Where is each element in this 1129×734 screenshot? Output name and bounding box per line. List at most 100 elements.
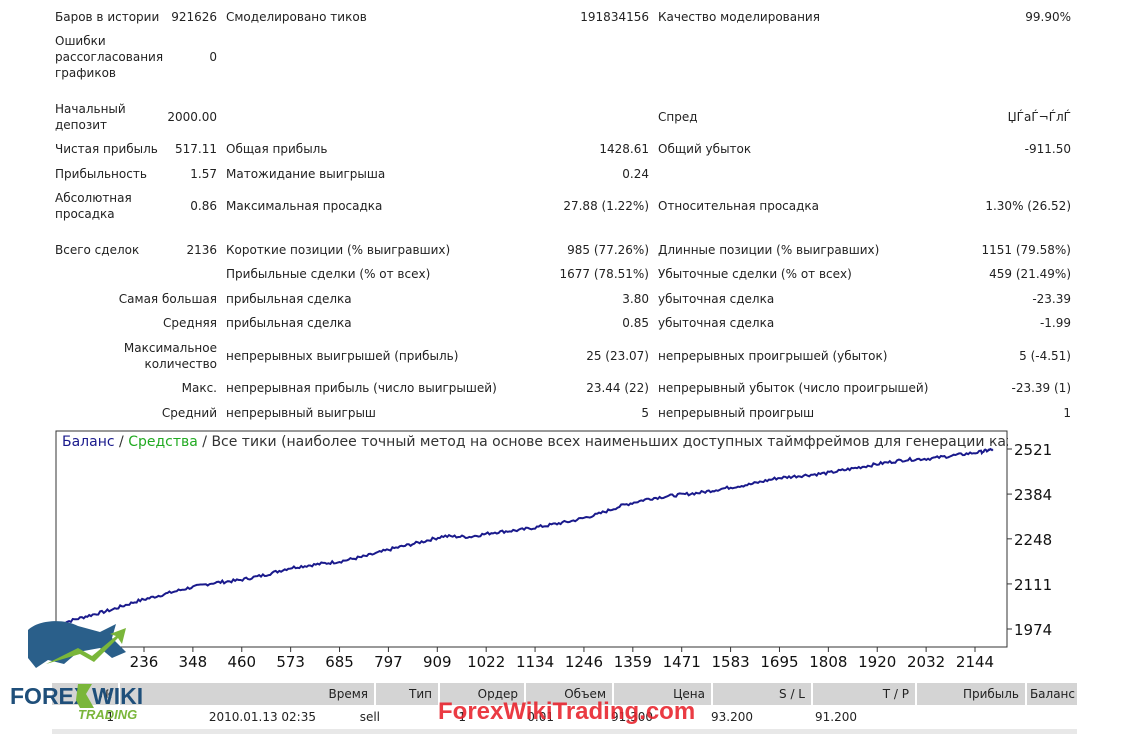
- average-loss-value: -1.99: [1039, 316, 1071, 330]
- chart-title: Баланс / Средства / Все тики (наиболее т…: [62, 434, 1008, 450]
- bull-bear-icon: [28, 621, 126, 668]
- x-tick-label: 2144: [956, 653, 994, 671]
- cell-type: sell: [359, 710, 380, 724]
- abs-drawdown-value: 0.86: [190, 199, 217, 213]
- bars-value: 921626: [171, 10, 217, 24]
- cell-number: 1: [106, 710, 114, 724]
- spread-value: ЏЃаЃ¬ЃлЃ: [1007, 110, 1071, 124]
- x-axis-labels: 236 348 460 573 685 797 909 1022 1134 1246 1359 147…: [130, 653, 994, 671]
- max-count-label: Максимальное количество: [123, 341, 217, 371]
- col-header-profit[interactable]: Прибыль: [917, 683, 1027, 705]
- chart-grid: [143, 448, 1012, 652]
- col-header-order[interactable]: Ордер: [440, 683, 526, 705]
- col-header-tp[interactable]: T / P: [813, 683, 917, 705]
- x-tick-label: 1583: [711, 653, 749, 671]
- deposit-value: 2000.00: [167, 110, 217, 124]
- largest-loss-value: -23.39: [1032, 292, 1071, 306]
- y-axis-labels: 2521 2384 2248 2111 1974: [1014, 441, 1052, 639]
- chart-title-equity: Средства: [128, 434, 198, 450]
- gross-profit-label: Общая прибыль: [226, 142, 328, 156]
- max-consec-wins-label: непрерывных выигрышей (прибыль): [226, 349, 459, 363]
- profit-trades-value: 1677 (78.51%): [559, 267, 649, 281]
- cell-sl: 93.200: [711, 710, 753, 724]
- ticks-label: Смоделировано тиков: [226, 10, 367, 24]
- x-tick-label: 1134: [516, 653, 554, 671]
- short-positions-value: 985 (77.26%): [567, 243, 649, 257]
- col-header-balance[interactable]: Баланс: [1027, 683, 1077, 705]
- spread-label: Спред: [658, 110, 698, 124]
- y-tick-label: 2248: [1014, 531, 1052, 549]
- short-positions-label: Короткие позиции (% выигравших): [226, 243, 451, 257]
- average-profit-label: прибыльная сделка: [226, 316, 352, 330]
- long-positions-label: Длинные позиции (% выигравших): [658, 243, 880, 257]
- x-tick-label: 460: [227, 653, 256, 671]
- quality-value: 99.90%: [1025, 10, 1071, 24]
- max-consec-loss-label: непрерывный убыток (число проигрышей): [658, 381, 929, 395]
- abs-drawdown-label: Абсолютная просадка: [55, 191, 132, 221]
- cell-tp: 91.200: [815, 710, 857, 724]
- balance-series-line: [59, 447, 994, 625]
- x-tick-label: 236: [130, 653, 159, 671]
- chart-title-rest: / Все тики (наиболее точный метод на осн…: [197, 434, 1008, 450]
- net-profit-value: 517.11: [175, 142, 217, 156]
- watermark-text: ForexWikiTrading.com: [438, 698, 696, 725]
- rel-drawdown-label: Относительная просадка: [658, 199, 820, 213]
- col-header-type[interactable]: Тип: [376, 683, 440, 705]
- gross-profit-value: 1428.61: [599, 142, 649, 156]
- y-tick-label: 2111: [1014, 576, 1052, 594]
- cell-profit: [863, 707, 973, 727]
- largest-label: Самая большая: [118, 292, 217, 306]
- largest-profit-label: прибыльная сделка: [226, 292, 352, 306]
- chart-plot-area: [55, 430, 1008, 648]
- cell-price: 91.300: [611, 710, 653, 724]
- ticks-value: 191834156: [580, 10, 649, 24]
- chart-title-sep: /: [114, 434, 129, 450]
- max-consec-loss-value: -23.39 (1): [1011, 381, 1072, 395]
- profit-factor-value: 1.57: [190, 167, 217, 181]
- avg-consec-losses-label: непрерывный проигрыш: [658, 406, 815, 420]
- chart-title-balance: Баланс: [62, 434, 115, 450]
- balance-chart: 2521 2384 2248 2111 1974 236 348 460 573 685 797 9…: [55, 430, 1052, 671]
- x-tick-label: 1246: [565, 653, 603, 671]
- avg-consec-label: Средний: [161, 406, 217, 420]
- profit-factor-label: Прибыльность: [55, 167, 147, 181]
- col-header-volume[interactable]: Объем: [526, 683, 614, 705]
- avg-consec-wins-label: непрерывный выигрыш: [226, 406, 376, 420]
- deposit-label: Начальный депозит: [55, 102, 126, 132]
- average-profit-value: 0.85: [622, 316, 649, 330]
- profit-trades-label: Прибыльные сделки (% от всех): [226, 267, 431, 281]
- table-next-row: [52, 729, 1077, 734]
- gross-loss-value: -911.50: [1024, 142, 1071, 156]
- cell-balance: [973, 707, 1073, 727]
- errors-label: Ошибки рассогласования графиков: [55, 34, 164, 80]
- maks-label: Макс.: [181, 381, 217, 395]
- max-consec-losses-value: 5 (-4.51): [1019, 349, 1071, 363]
- max-consec-profit-value: 23.44 (22): [586, 381, 649, 395]
- x-tick-label: 573: [276, 653, 305, 671]
- avg-consec-losses-value: 1: [1063, 406, 1071, 420]
- x-tick-label: 1695: [760, 653, 798, 671]
- x-tick-label: 909: [423, 653, 452, 671]
- gross-loss-label: Общий убыток: [658, 142, 752, 156]
- cell-order: 1: [458, 710, 466, 724]
- col-header-price[interactable]: Цена: [614, 683, 713, 705]
- x-tick-label: 1359: [614, 653, 652, 671]
- x-tick-label: 1808: [809, 653, 847, 671]
- loss-trades-label: Убыточные сделки (% от всех): [658, 267, 852, 281]
- y-tick-label: 2384: [1014, 486, 1052, 504]
- logo-x-mark: [76, 684, 94, 708]
- col-header-sl[interactable]: S / L: [713, 683, 813, 705]
- col-header-time[interactable]: Время: [120, 683, 376, 705]
- max-consec-wins-value: 25 (23.07): [586, 349, 649, 363]
- average-loss-label: убыточная сделка: [658, 316, 775, 330]
- largest-loss-label: убыточная сделка: [658, 292, 775, 306]
- x-tick-label: 1471: [663, 653, 701, 671]
- max-consec-losses-label: непрерывных проигрышей (убыток): [658, 349, 888, 363]
- y-tick-label: 1974: [1014, 621, 1052, 639]
- max-consec-profit-label: непрерывная прибыль (число выигрышей): [226, 381, 497, 395]
- rel-drawdown-value: 1.30% (26.52): [985, 199, 1071, 213]
- net-profit-label: Чистая прибыль: [55, 142, 158, 156]
- loss-trades-value: 459 (21.49%): [989, 267, 1071, 281]
- x-tick-label: 2032: [907, 653, 945, 671]
- x-tick-label: 1022: [467, 653, 505, 671]
